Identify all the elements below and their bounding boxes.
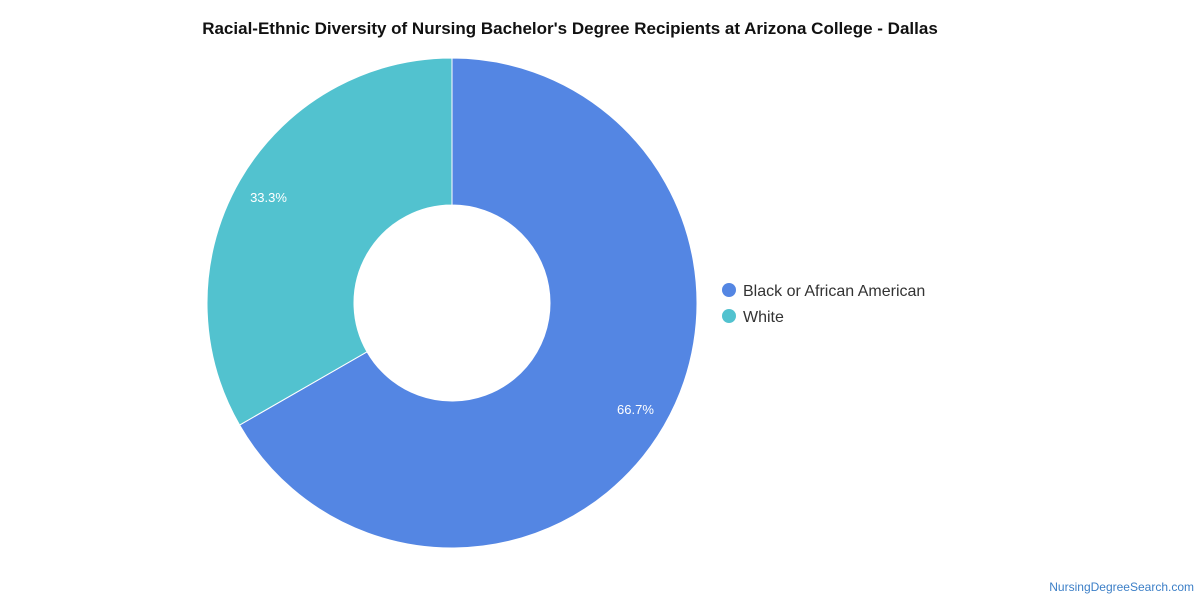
- donut-slices: [206, 57, 698, 549]
- chart-title: Racial-Ethnic Diversity of Nursing Bache…: [202, 19, 938, 38]
- slice-labels: 66.7% 33.3%: [250, 190, 654, 417]
- legend-swatch: [722, 309, 736, 323]
- slice-value-label: 33.3%: [250, 190, 287, 205]
- legend-item-label[interactable]: White: [743, 309, 784, 326]
- slice-black-or-african-american[interactable]: [238, 57, 698, 549]
- legend-swatch: [722, 283, 736, 297]
- legend-item-label[interactable]: Black or African American: [743, 283, 925, 300]
- legend: Black or African American White: [722, 283, 925, 326]
- slice-white[interactable]: [206, 57, 453, 426]
- source-watermark[interactable]: NursingDegreeSearch.com: [1049, 580, 1194, 594]
- slice-value-label: 66.7%: [617, 402, 654, 417]
